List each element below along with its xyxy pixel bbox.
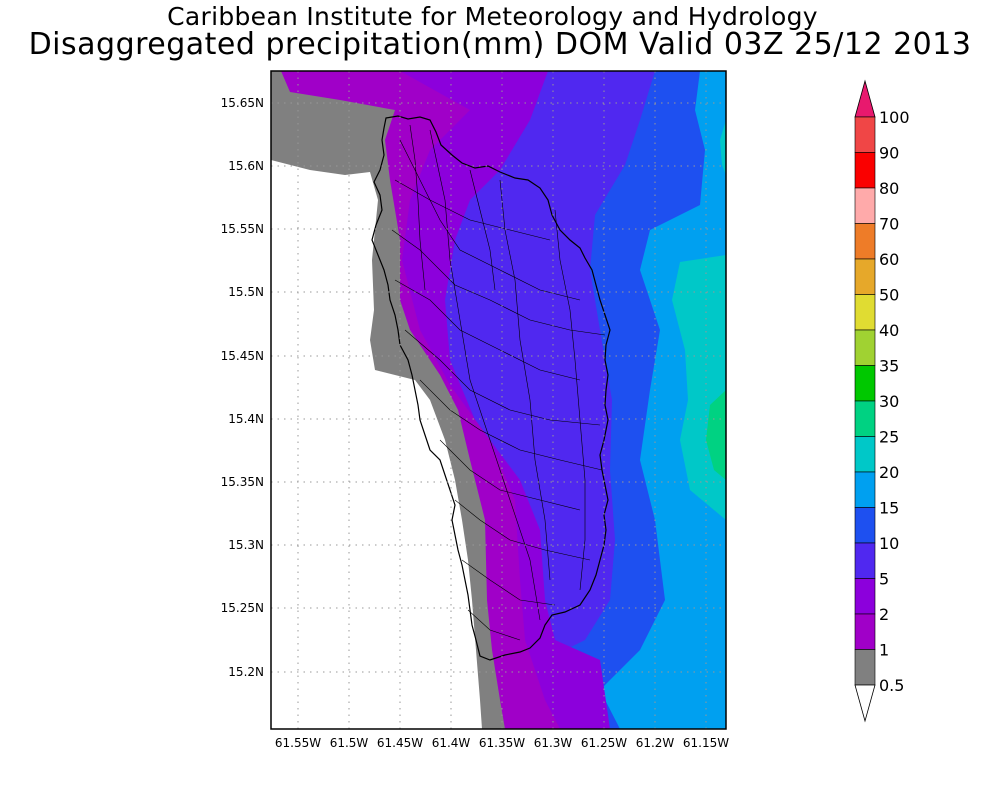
colorbar-swatch [854,542,876,579]
lon-tick-label: 61.35W [479,736,525,750]
title-institute: Caribbean Institute for Meteorology and … [167,2,818,31]
lat-tick-label: 15.2N [228,665,264,679]
lon-tick-label: 61.55W [275,736,321,750]
colorbar-swatch [854,152,876,189]
colorbar-label: 10 [879,534,899,553]
lon-tick-label: 61.2W [636,736,675,750]
colorbar-top-arrow [854,79,876,118]
title-product: Disaggregated precipitation(mm) DOM Vali… [28,27,972,62]
lat-tick-label: 15.55N [221,222,264,236]
colorbar-swatch [854,329,876,366]
colorbar: 100 90 80 70 60 50 40 35 30 25 20 15 10 5 2 1 0.5 [854,79,910,723]
colorbar-label: 80 [879,179,899,198]
lat-tick-label: 15.5N [228,285,264,299]
colorbar-swatch [854,187,876,224]
colorbar-label: 1 [879,641,889,660]
watershed-lines [391,124,606,641]
lat-tick-label: 15.35N [221,475,264,489]
colorbar-label: 15 [879,499,899,518]
field-band-below-0.5 [271,160,482,729]
lon-tick-label: 61.25W [581,736,627,750]
colorbar-label: 40 [879,321,899,340]
colorbar-label: 30 [879,392,899,411]
colorbar-label: 2 [879,605,889,624]
lon-tick-label: 61.3W [534,736,573,750]
colorbar-swatch [854,436,876,473]
lon-axis: 61.55W 61.5W 61.45W 61.4W 61.35W 61.3W 6… [275,736,729,750]
lat-tick-label: 15.45N [221,349,264,363]
field-band-25-30 [706,390,726,480]
colorbar-swatch [854,223,876,260]
colorbar-label: 90 [879,144,899,163]
colorbar-swatch [854,365,876,402]
colorbar-label: 20 [879,463,899,482]
map-frame [270,70,727,730]
lon-tick-label: 61.5W [330,736,369,750]
colorbar-label: 35 [879,357,899,376]
colorbar-label: 50 [879,286,899,305]
colorbar-label: 70 [879,215,899,234]
colorbar-label: 100 [879,108,910,127]
colorbar-swatch [854,258,876,295]
colorbar-label: 25 [879,428,899,447]
grid-lines [271,71,726,729]
lat-tick-label: 15.6N [228,159,264,173]
lat-tick-label: 15.3N [228,538,264,552]
colorbar-label: 60 [879,250,899,269]
colorbar-swatch [854,649,876,686]
lat-tick-label: 15.25N [221,601,264,615]
colorbar-label: 0.5 [879,676,904,695]
colorbar-swatch [854,294,876,331]
lat-tick-label: 15.65N [221,96,264,110]
colorbar-swatch [854,400,876,437]
field-band-15-20 [600,71,726,729]
lon-tick-label: 61.4W [432,736,471,750]
precip-field [271,71,726,729]
colorbar-swatch [854,613,876,650]
lon-tick-label: 61.45W [377,736,423,750]
lat-axis: 15.65N 15.6N 15.55N 15.5N 15.45N 15.4N 1… [221,96,264,679]
field-band-20-25-north [720,120,726,175]
lat-tick-label: 15.4N [228,412,264,426]
colorbar-swatch [854,116,876,153]
colorbar-swatch [854,471,876,508]
lon-tick-label: 61.15W [683,736,729,750]
colorbar-label: 5 [879,570,889,589]
colorbar-bottom-arrow [854,684,876,723]
island-outline [371,115,611,661]
colorbar-swatch [854,507,876,544]
colorbar-swatch [854,578,876,615]
